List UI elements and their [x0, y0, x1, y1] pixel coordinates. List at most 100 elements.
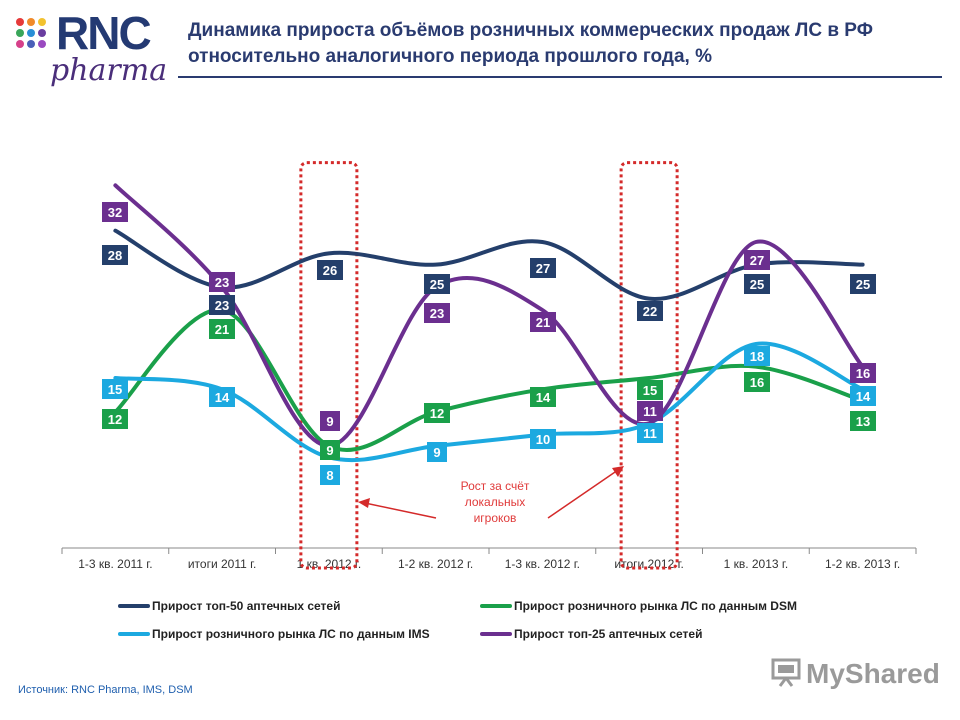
logo-dot [27, 18, 35, 26]
legend-label: Прирост розничного рынка ЛС по данным DS… [514, 599, 797, 613]
data-label: 16 [856, 366, 870, 381]
logo-dot [38, 40, 46, 48]
data-label: 12 [430, 406, 444, 421]
data-label: 14 [215, 390, 230, 405]
data-label: 25 [430, 277, 444, 292]
data-label: 12 [108, 412, 122, 427]
data-label: 14 [536, 390, 551, 405]
logo-dot [27, 29, 35, 37]
data-label-box [637, 401, 663, 421]
data-label: 23 [215, 275, 229, 290]
logo-dot [38, 18, 46, 26]
data-label: 27 [536, 261, 550, 276]
data-label: 28 [108, 248, 122, 263]
x-tick-label: 1 кв. 2013 г. [724, 557, 789, 571]
data-label: 8 [326, 468, 333, 483]
data-label-box [530, 429, 556, 449]
title-divider [178, 76, 942, 78]
series-line [113, 341, 865, 463]
data-label-box [850, 363, 876, 383]
data-label-box [209, 295, 235, 315]
x-tick-label: 1-3 кв. 2012 г. [505, 557, 580, 571]
data-label-box [209, 272, 235, 292]
data-label-box [102, 379, 128, 399]
data-label-box [320, 411, 340, 431]
data-label: 11 [643, 404, 657, 419]
x-tick-label: 1-2 кв. 2013 г. [825, 557, 900, 571]
data-label-box [424, 303, 450, 323]
data-label-box [744, 274, 770, 294]
x-tick-label: итоги 2012 г. [614, 557, 683, 571]
data-label-box [427, 442, 447, 462]
data-label-box [530, 387, 556, 407]
annotation-text: игроков [474, 511, 517, 525]
data-label-box [637, 423, 663, 443]
data-label-box [744, 346, 770, 366]
legend-label: Прирост топ-50 аптечных сетей [152, 599, 340, 613]
legend-label: Прирост топ-25 аптечных сетей [514, 627, 702, 641]
data-label-box [850, 386, 876, 406]
annotation-text: Рост за счёт [461, 479, 530, 493]
data-label: 26 [323, 263, 337, 278]
chart-title: Динамика прироста объёмов розничных комм… [188, 20, 873, 67]
data-label-box [209, 387, 235, 407]
data-label-box [637, 380, 663, 400]
x-tick-label: 1-3 кв. 2011 г. [78, 557, 152, 571]
data-label: 15 [643, 383, 657, 398]
data-label: 10 [536, 432, 550, 447]
x-tick-label: итоги 2011 г. [188, 557, 257, 571]
data-label: 25 [750, 277, 764, 292]
watermark-text: MyShared [806, 658, 940, 689]
logo-dot [16, 29, 24, 37]
annotation-arrowhead [358, 498, 370, 508]
data-label: 27 [750, 253, 764, 268]
data-label-box [320, 440, 340, 460]
data-label: 9 [326, 443, 333, 458]
annotation-arrow [364, 502, 437, 519]
data-label-box [320, 465, 340, 485]
data-label-box [744, 250, 770, 270]
source-note: Источник: RNC Pharma, IMS, DSM [18, 684, 193, 696]
data-label: 32 [108, 205, 122, 220]
data-label: 13 [856, 414, 870, 429]
data-label: 25 [856, 277, 870, 292]
data-label: 14 [856, 389, 871, 404]
data-label: 22 [643, 304, 657, 319]
logo-dot [27, 40, 35, 48]
annotation-arrow [547, 469, 619, 519]
data-label-box [637, 301, 663, 321]
presentation-icon [771, 658, 801, 687]
x-tick-label: 1-2 кв. 2012 г. [398, 557, 473, 571]
logo-sub: pharma [50, 53, 168, 88]
myshared-watermark: MyShared [770, 656, 940, 696]
data-label: 21 [215, 322, 229, 337]
data-label-box [744, 372, 770, 392]
data-label: 16 [750, 375, 764, 390]
highlight-box [619, 161, 679, 570]
data-label-box [850, 274, 876, 294]
data-label-box [530, 258, 556, 278]
data-label: 9 [433, 445, 440, 460]
data-label: 9 [326, 414, 333, 429]
logo-dot [16, 40, 24, 48]
data-label: 21 [536, 315, 550, 330]
data-label-box [317, 260, 343, 280]
highlight-box [299, 161, 359, 570]
data-label-box [209, 319, 235, 339]
data-label: 11 [643, 426, 657, 441]
data-label: 23 [430, 306, 444, 321]
logo-dots-icon [16, 18, 56, 58]
data-label-box [102, 245, 128, 265]
data-label-box [424, 274, 450, 294]
data-label-box [102, 202, 128, 222]
rnc-pharma-logo: RNC pharma [16, 7, 176, 92]
annotation-arrowhead [612, 466, 624, 477]
data-label: 15 [108, 382, 122, 397]
series-line [113, 183, 865, 449]
logo-brand: RNC [56, 7, 152, 59]
data-label: 23 [215, 298, 229, 313]
data-label-box [850, 411, 876, 431]
annotation-text: локальных [465, 495, 526, 509]
data-label-box [530, 312, 556, 332]
